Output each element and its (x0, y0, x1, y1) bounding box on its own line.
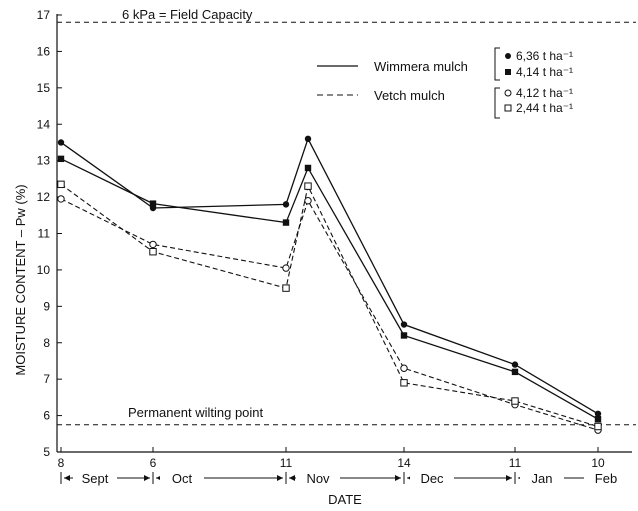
data-point-open-square (304, 182, 312, 190)
data-point-open-circle (282, 264, 290, 272)
x-axis-title: DATE (328, 492, 362, 507)
data-point-filled-square (400, 332, 408, 339)
data-point-filled-square (505, 69, 511, 75)
x-ticks: 8 6 11 14 11 10 (58, 447, 605, 470)
data-point-open-circle (149, 240, 157, 249)
y-tick-label: 10 (37, 263, 51, 277)
month-label: Sept (82, 471, 109, 486)
month-arrow-right (506, 475, 512, 481)
data-point-filled-circle (304, 135, 312, 143)
data-point-filled-square (511, 368, 519, 376)
y-tick-label: 11 (38, 227, 51, 241)
month-label: Feb (595, 471, 617, 486)
month-arrow-right (144, 475, 150, 481)
series-group (57, 135, 602, 434)
y-tick-label: 17 (37, 8, 51, 22)
legend-bracket-wimmera (494, 47, 500, 81)
series-line-filled-square (60, 158, 599, 420)
x-tick-label: 11 (509, 456, 522, 470)
data-point-filled-square (594, 416, 602, 423)
data-point-open-circle (504, 89, 512, 97)
x-tick-label: 6 (150, 456, 157, 470)
y-tick-label: 7 (43, 372, 50, 386)
x-tick-label: 10 (591, 456, 605, 470)
data-point-open-circle (57, 195, 65, 203)
y-tick-label: 12 (37, 190, 51, 204)
y-tick-label: 15 (37, 81, 51, 95)
month-label-bg (584, 470, 628, 486)
data-point-filled-square (57, 155, 65, 163)
data-point-open-square (282, 284, 290, 292)
x-tick-label: 8 (58, 456, 65, 470)
month-label: Jan (532, 471, 553, 486)
data-point-open-circle (304, 197, 312, 205)
data-point-filled-circle (505, 53, 511, 59)
data-point-filled-square (149, 200, 157, 207)
month-label-bg (410, 470, 454, 486)
y-tick-label: 9 (43, 299, 50, 313)
legend-marker-label-3: 4,12 t ha⁻¹ (516, 86, 573, 100)
legend-wimmera-label: Wimmera mulch (374, 59, 468, 74)
month-arrow-right (277, 475, 283, 481)
month-arrow-right (395, 475, 401, 481)
y-axis-title: MOISTURE CONTENT – Pw (%) (13, 184, 28, 375)
month-arrow-left (289, 475, 295, 481)
month-row: Sept Oct Nov Dec Jan Feb (60, 470, 628, 486)
legend-marker-label-4: 2,44 t ha⁻¹ (516, 101, 573, 115)
legend-markers (504, 53, 512, 112)
data-point-open-square (511, 397, 519, 405)
month-label-bg (160, 470, 204, 486)
legend: Wimmera mulch Vetch mulch 6,36 t ha⁻¹ 4,… (317, 47, 573, 119)
month-label: Dec (420, 471, 444, 486)
data-point-open-square (149, 248, 157, 256)
data-point-filled-circle (57, 139, 65, 146)
data-point-filled-circle (282, 201, 290, 208)
data-point-open-square (594, 422, 602, 431)
reference-lines (57, 21, 636, 426)
data-point-filled-circle (400, 321, 408, 328)
month-label-bg (296, 470, 340, 486)
month-label: Oct (172, 471, 193, 486)
data-point-open-square (57, 180, 65, 189)
y-tick-label: 6 (43, 409, 50, 423)
y-tick-label: 8 (43, 336, 50, 350)
y-tick-label: 13 (37, 154, 51, 168)
month-label-bg (73, 470, 117, 486)
data-point-filled-circle (594, 410, 602, 417)
x-tick-label: 11 (280, 456, 293, 470)
series-line-open-square (60, 183, 599, 428)
data-point-filled-square (304, 164, 312, 172)
y-tick-label: 14 (37, 117, 51, 131)
legend-marker-label-2: 4,14 t ha⁻¹ (516, 65, 573, 79)
y-ticks: 5 6 7 8 9 10 11 12 13 14 15 16 17 (37, 8, 62, 459)
y-tick-label: 5 (43, 445, 50, 459)
legend-bracket-vetch (494, 87, 500, 119)
month-label-bg (520, 470, 564, 486)
data-point-filled-circle (511, 361, 519, 368)
y-tick-label: 16 (37, 44, 51, 58)
field-capacity-label: 6 kPa = Field Capacity (122, 7, 253, 22)
legend-marker-label-1: 6,36 t ha⁻¹ (516, 49, 573, 63)
data-point-open-square (504, 104, 512, 112)
x-tick-label: 14 (397, 456, 411, 470)
wilting-point-label: Permanent wilting point (128, 405, 264, 420)
series-line-open-circle (60, 198, 599, 431)
legend-vetch-label: Vetch mulch (374, 88, 445, 103)
month-arrow-left (64, 475, 70, 481)
data-point-open-square (400, 379, 408, 387)
data-point-filled-square (282, 219, 290, 226)
month-label: Nov (306, 471, 330, 486)
data-point-open-circle (400, 364, 408, 372)
